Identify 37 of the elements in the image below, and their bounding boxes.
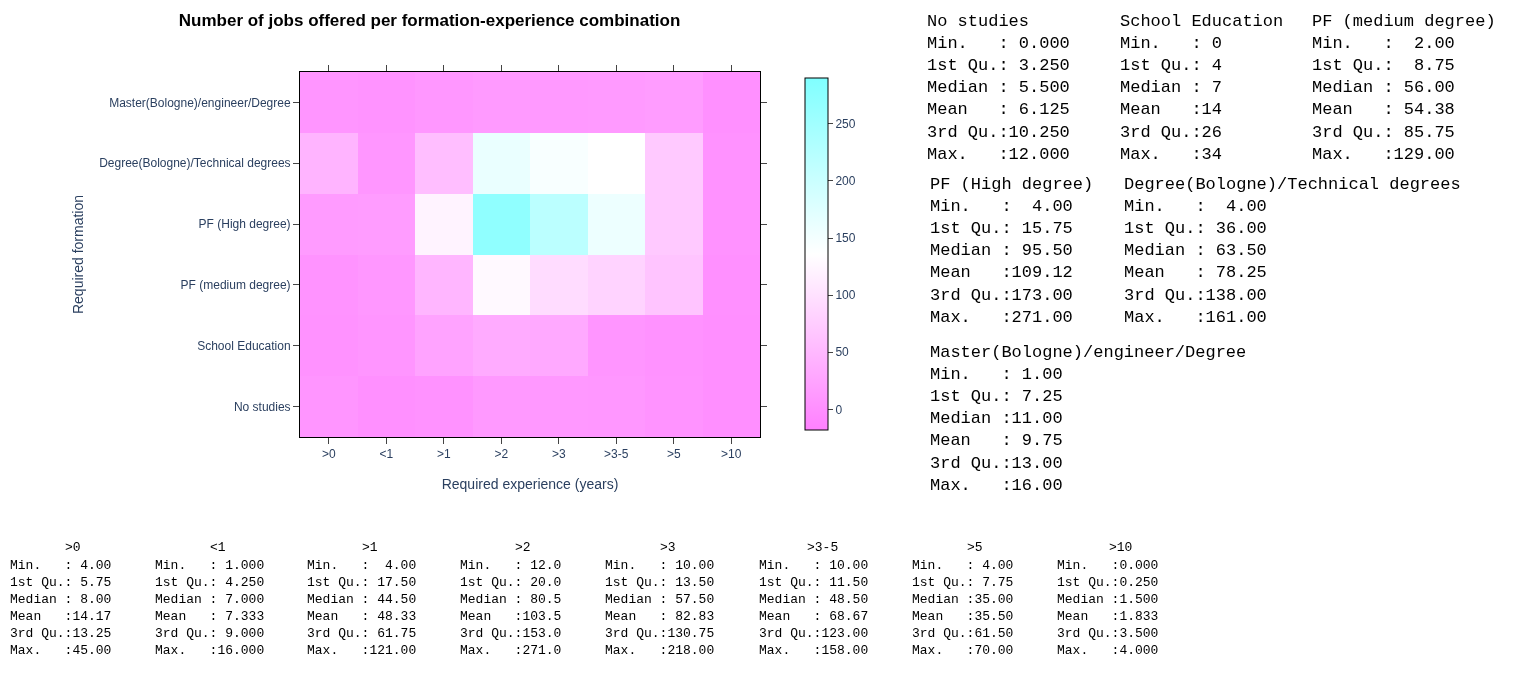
text: >0 Min. : 4.00 1st Qu.: 5.75 Median : 8.00 Mean :14.17 3rd Qu.:13.25 Max. :45.00 xyxy=(10,540,112,658)
x-tick-label: >10 xyxy=(721,447,742,462)
text: Master(Bologne)/engineer/Degree Min. : 1.00 1st Qu.: 7.25 Median :11.00 Mean : 9.75 3rd Qu.:13.00 Max. :16.00 xyxy=(930,343,1247,495)
color-bar-label: 150 xyxy=(835,231,856,246)
text: >2 Min. : 12.0 1st Qu.: 20.0 Median : 80.5 Mean :103.5 3rd Qu.:153.0 Max. :271.0 xyxy=(460,540,562,658)
text: >3 Min. : 10.00 1st Qu.: 13.50 Median : 57.50 Mean : 82.83 3rd Qu.:130.75 Max. :218.00 xyxy=(605,540,715,658)
text: >10 Min. :0.000 1st Qu.:0.250 Median :1.500 Mean :1.833 3rd Qu.:3.500 Max. :4.000 xyxy=(1057,540,1159,658)
text: <1 Min. : 1.000 1st Qu.: 4.250 Median : 7.000 Mean : 7.333 3rd Qu.: 9.000 Max. :16.000 xyxy=(155,540,265,658)
text: >5 Min. : 4.00 1st Qu.: 7.75 Median :35.00 Mean :35.50 3rd Qu.:61.50 Max. :70.00 xyxy=(912,540,1014,658)
text: >3-5 Min. : 10.00 1st Qu.: 11.50 Median : 48.50 Mean : 68.67 3rd Qu.:123.00 Max. :158.00 xyxy=(759,540,869,658)
y-tick-label: PF (medium degree) xyxy=(180,278,291,293)
text: No studies Min. : 0.000 1st Qu.: 3.250 Median : 5.500 Mean : 6.125 3rd Qu.:10.250 Max. :12.000 xyxy=(927,12,1070,164)
text: Degree(Bologne)/Technical degrees Min. : 4.00 1st Qu.: 36.00 Median : 63.50 Mean : 78.25 3rd Qu.:138.00 Max. :161.00 xyxy=(1124,175,1461,327)
text: PF (High degree) Min. : 4.00 1st Qu.: 15.75 Median : 95.50 Mean :109.12 3rd Qu.:173.00 Max. :271.00 xyxy=(930,175,1094,327)
y-tick-label: School Education xyxy=(197,338,291,353)
text: PF (medium degree) Min. : 2.00 1st Qu.: 8.75 Median : 56.00 Mean : 54.38 3rd Qu.: 85.75 Max. :129.00 xyxy=(1312,12,1496,164)
x-tick-label: >3-5 xyxy=(604,447,629,462)
color-bar-label: 250 xyxy=(835,116,856,131)
y-tick-label: No studies xyxy=(233,399,291,414)
x-tick-label: >1 xyxy=(436,447,451,462)
color-bar-label: 100 xyxy=(835,288,856,303)
text: >1 Min. : 4.00 1st Qu.: 17.50 Median : 44.50 Mean : 48.33 3rd Qu.: 61.75 Max. :121.00 xyxy=(307,540,417,658)
x-tick-label: >2 xyxy=(494,447,509,462)
y-tick-label: Master(Bologne)/engineer/Degree xyxy=(109,95,291,110)
y-tick-label: PF (High degree) xyxy=(198,217,291,232)
y-axis-title: Required formation xyxy=(69,194,86,315)
color-bar-label: 0 xyxy=(835,402,843,417)
color-bar-label: 200 xyxy=(835,174,856,189)
text: School Education Min. : 0 1st Qu.: 4 Median : 7 Mean :14 3rd Qu.:26 Max. :34 xyxy=(1120,12,1284,164)
x-tick-label: <1 xyxy=(379,447,394,462)
x-tick-label: >5 xyxy=(666,447,681,462)
x-tick-label: >0 xyxy=(321,447,336,462)
color-bar-label: 50 xyxy=(835,345,850,360)
chart-title: Number of jobs offered per formation-experience combination xyxy=(178,10,681,30)
y-tick-label: Degree(Bologne)/Technical degrees xyxy=(99,156,291,171)
x-axis-title: Required experience (years) xyxy=(441,475,619,492)
x-tick-label: >3 xyxy=(551,447,566,462)
